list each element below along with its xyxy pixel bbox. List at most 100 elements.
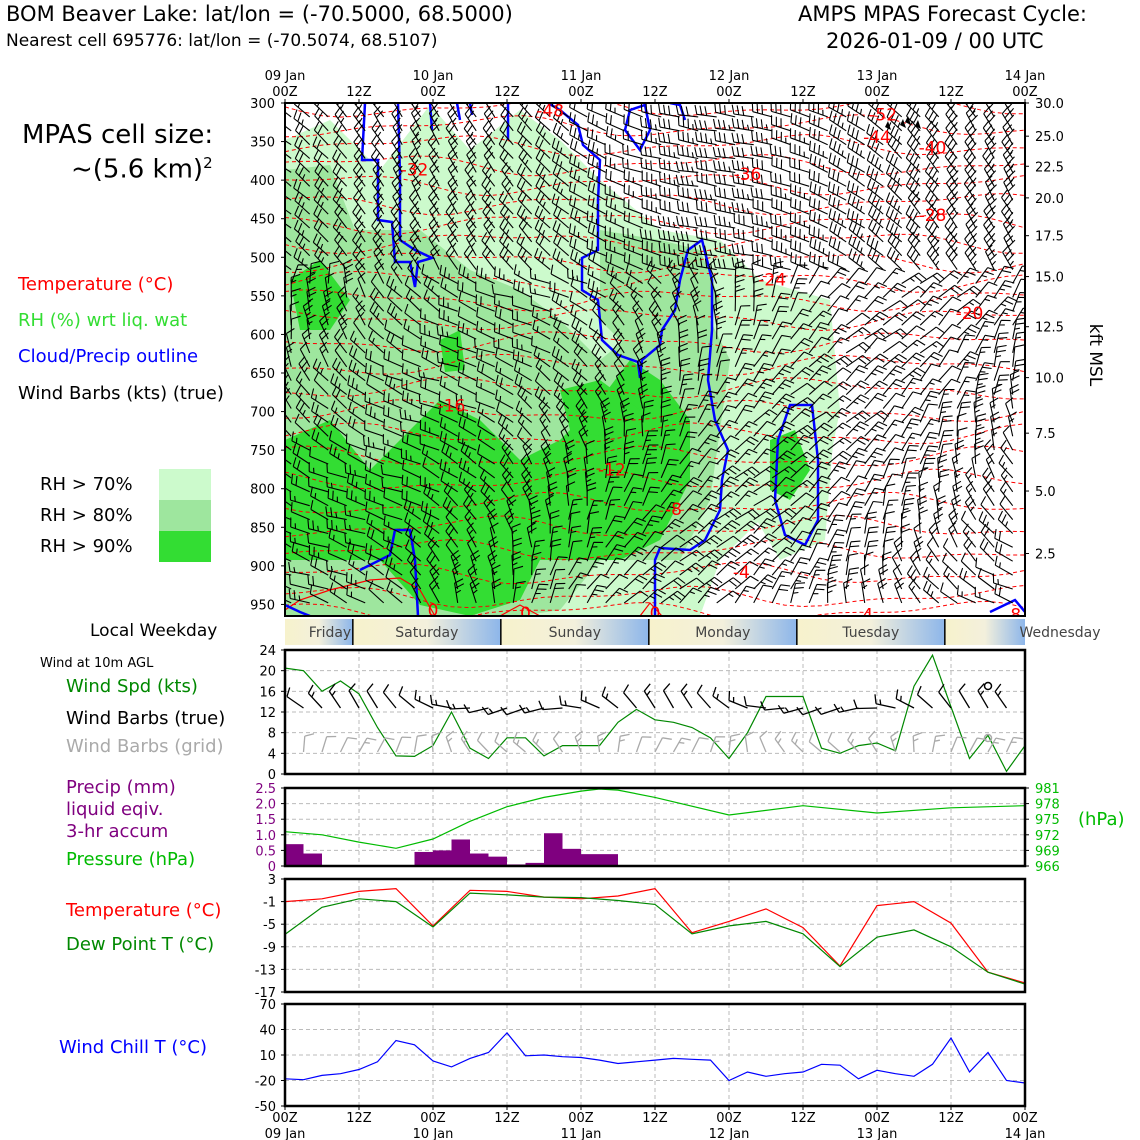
wind-barb [570, 276, 588, 298]
wind-barb [594, 356, 607, 381]
wind-barb [901, 444, 919, 465]
wind-barb [386, 302, 403, 326]
legend-rh: RH (%) wrt liq. wat [18, 310, 188, 331]
surface-barb-grid [709, 736, 726, 753]
wind-barb [518, 218, 533, 243]
wind-barb [386, 331, 403, 354]
date-tick-label: 09 Jan [265, 69, 306, 84]
bottom-time-label: 00Z [272, 1111, 298, 1126]
wind-barb [771, 476, 795, 493]
wind-barb [466, 522, 477, 548]
wind-barb [403, 498, 422, 521]
wind-barb [347, 375, 366, 396]
pressure-axis-label: 975 [1035, 813, 1060, 828]
wind-barb [313, 413, 329, 437]
wind-barb [828, 235, 847, 257]
height-tick-label: 2.5 [1035, 548, 1056, 563]
wind-barb [605, 557, 626, 576]
wind-barb [997, 510, 1014, 534]
wind-barb [623, 531, 647, 548]
wind-barb [919, 295, 943, 312]
wind-barb [926, 120, 940, 146]
wind-barb [827, 283, 851, 298]
wind-barb [937, 454, 948, 478]
wind-barb [731, 187, 754, 201]
wind-barb [771, 260, 784, 284]
wind-barb [882, 365, 906, 382]
wind-barb [558, 411, 570, 437]
wind-barb [679, 403, 698, 423]
bottom-time-label: 00Z [864, 1111, 890, 1126]
wind-barb [919, 272, 945, 284]
wind-barb [623, 169, 643, 187]
wind-barb [771, 364, 795, 382]
wind-barb [864, 500, 883, 520]
wind-barb [901, 418, 921, 437]
wind-barb [366, 526, 385, 548]
wind-barb [346, 488, 366, 507]
wind-barb [355, 258, 366, 284]
wind-barb [327, 103, 329, 104]
wind-barb [731, 132, 754, 146]
wind-barb [551, 193, 570, 215]
wind-barb [960, 510, 977, 534]
wind-barb [933, 508, 944, 534]
wind-barb [999, 481, 1014, 507]
bottom-date-label: 14 Jan [1005, 1127, 1046, 1140]
surface-barb-true [833, 703, 859, 713]
wind-barb [427, 536, 440, 562]
wind-barb [867, 205, 884, 229]
wind-barb [391, 133, 403, 159]
wind-barb [535, 357, 551, 382]
wind-barb [521, 467, 533, 493]
wind-barb [642, 545, 665, 562]
wind-barb [882, 392, 906, 409]
bottom-time-label: 12Z [790, 1111, 816, 1126]
y-tick-label: 16 [259, 685, 276, 700]
wind-barb [753, 508, 779, 521]
wind-barb [517, 246, 533, 270]
surface-barb-true [623, 684, 637, 709]
wind-barb [771, 436, 796, 451]
wind-barb [734, 477, 759, 493]
wind-barb [447, 189, 459, 215]
legend-rh90-label: RH > 90% [40, 536, 133, 557]
wind-barb [623, 590, 649, 604]
wind-barb [956, 585, 976, 604]
bottom-time-label: 00Z [1012, 1111, 1038, 1126]
wind-barb [771, 519, 796, 534]
wind-barb [400, 448, 421, 465]
wind-barb [845, 281, 868, 298]
wind-barb [531, 568, 547, 590]
wind-barb [999, 495, 1014, 520]
wind-barb [679, 373, 694, 395]
wind-barb [465, 189, 477, 215]
wind-barb [771, 570, 792, 590]
wind-barb [734, 287, 745, 312]
wind-barb [734, 305, 751, 326]
wind-barb [640, 213, 662, 229]
wind-barb [367, 553, 385, 576]
wind-barb [771, 546, 796, 562]
wind-barb [465, 103, 477, 118]
wind-barb [659, 199, 680, 215]
wind-barb [790, 113, 810, 132]
wind-barb [827, 167, 847, 187]
wind-barb [544, 494, 554, 520]
wind-barb [313, 218, 329, 243]
wind-barb [938, 442, 953, 465]
wind-barb [712, 300, 723, 326]
wind-barb [450, 549, 461, 576]
wind-barb [540, 439, 551, 465]
wind-barb [516, 205, 533, 229]
wind-barb [828, 124, 847, 146]
wind-barb [771, 421, 795, 437]
wind-barb [409, 245, 422, 270]
surface-barb-true [696, 684, 711, 709]
wind-barb [771, 348, 791, 368]
wind-barb [382, 504, 403, 521]
wind-barb [423, 484, 440, 507]
wind-barb [500, 106, 514, 132]
wind-barb [445, 245, 459, 270]
wind-barb [641, 412, 651, 437]
